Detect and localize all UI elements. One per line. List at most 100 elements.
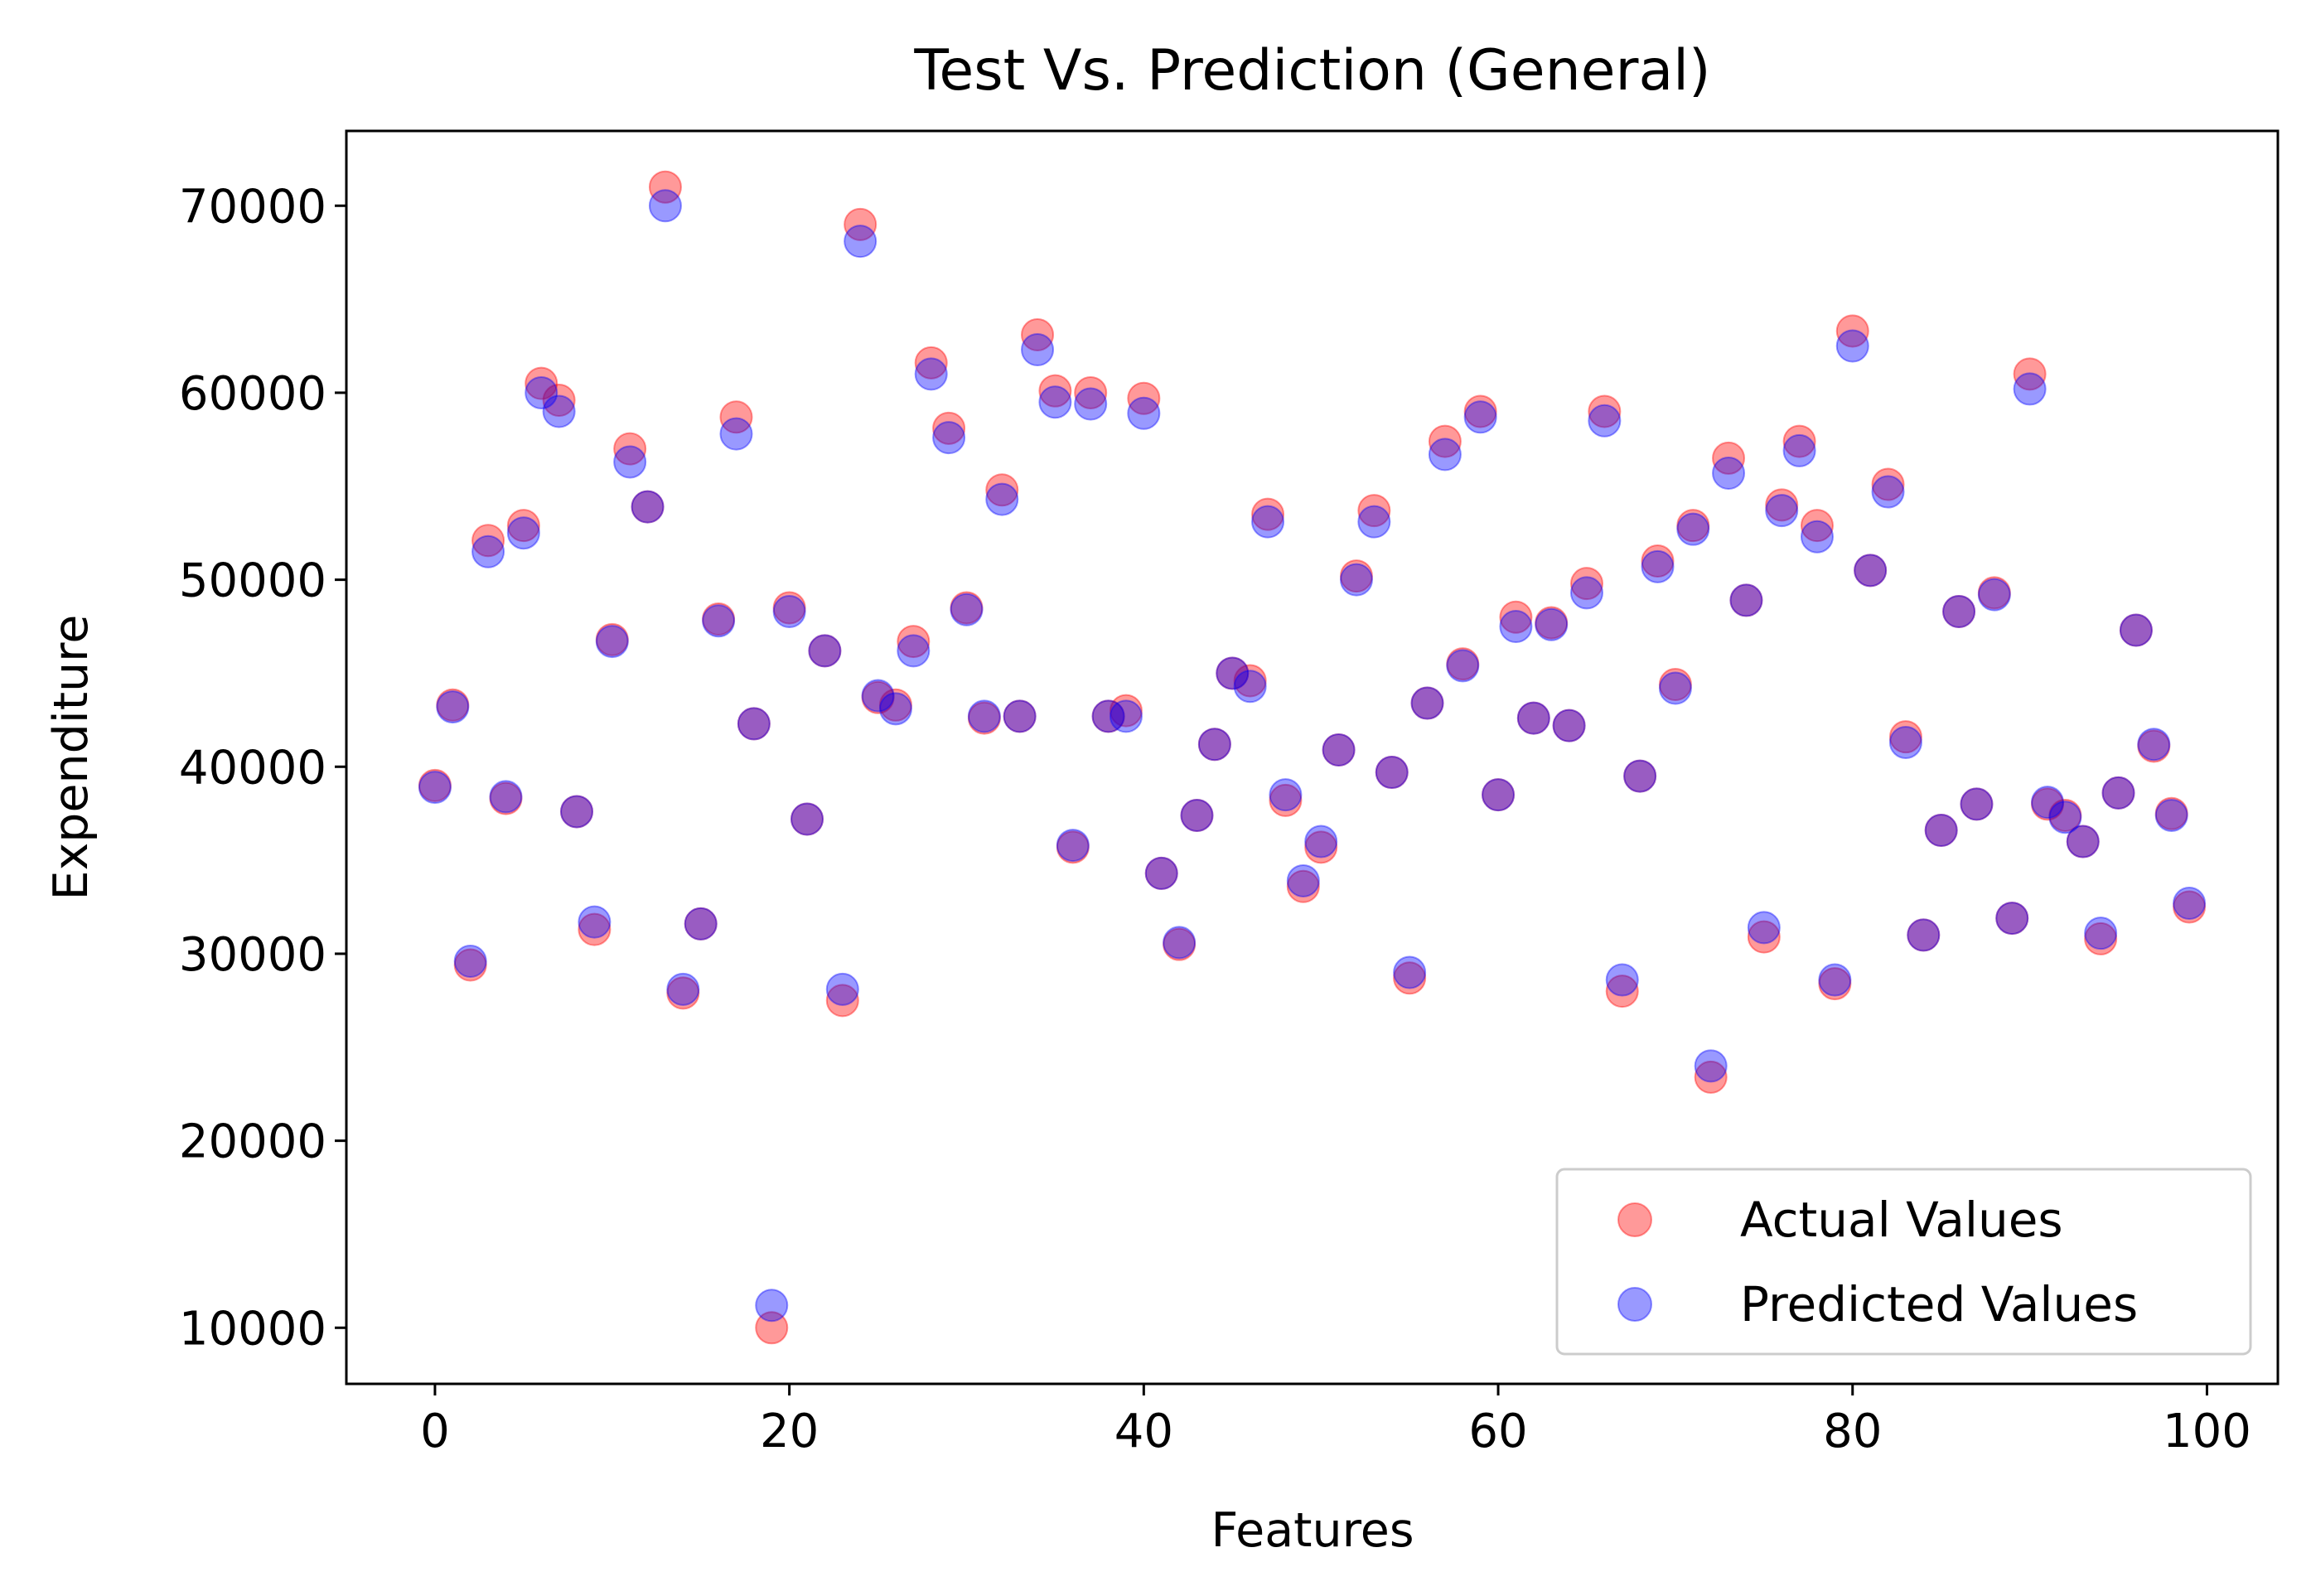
x-axis-label: Features [1211, 1503, 1414, 1558]
predicted-point [2173, 887, 2207, 921]
actual-point [755, 1311, 789, 1345]
actual-point [1163, 927, 1197, 961]
actual-point [2101, 776, 2135, 810]
actual-point [1888, 720, 1922, 754]
actual-point [1233, 664, 1267, 698]
actual-point [613, 432, 647, 466]
actual-point [506, 509, 540, 543]
actual-point [1109, 694, 1143, 728]
x-axis-ticks: 0 20 40 60 80 100 [420, 1384, 2251, 1458]
predicted-point [1163, 926, 1197, 960]
actual-point [453, 948, 487, 982]
actual-point [2154, 796, 2188, 830]
chart-title: Test Vs. Prediction (General) [913, 38, 1710, 104]
actual-point [1569, 567, 1603, 601]
actual-point [772, 591, 806, 625]
actual-point [436, 688, 470, 722]
actual-point [1907, 918, 1941, 952]
predicted-point [418, 771, 452, 805]
y-tick-label: 70000 [179, 180, 326, 234]
predicted-point [1322, 733, 1356, 767]
actual-point [1339, 559, 1373, 593]
predicted-point [1641, 549, 1675, 583]
actual-point [1782, 424, 1816, 458]
predicted-point [719, 417, 753, 451]
predicted-point [1074, 387, 1108, 421]
actual-point [1623, 759, 1657, 793]
predicted-point [1109, 699, 1143, 733]
actual-point [471, 524, 505, 558]
predicted-point [985, 482, 1019, 516]
predicted-point [1269, 778, 1303, 812]
actual-point [2173, 890, 2207, 924]
predicted-point [790, 802, 824, 836]
actual-point [631, 490, 665, 524]
predicted-point [1091, 699, 1125, 733]
predicted-point [1038, 385, 1072, 419]
predicted-point [1180, 798, 1214, 832]
predicted-point [1623, 759, 1657, 793]
actual-point [1712, 441, 1746, 475]
predicted-point [1375, 756, 1409, 790]
actual-point [1197, 728, 1231, 762]
actual-point [1056, 830, 1090, 864]
predicted-point [1393, 955, 1427, 989]
predicted-point [1800, 520, 1834, 554]
actual-point [878, 688, 912, 722]
predicted-point [1907, 918, 1941, 952]
actual-point [1446, 647, 1480, 681]
actual-point [1835, 314, 1869, 348]
actual-point [985, 473, 1019, 507]
predicted-point [666, 972, 700, 1006]
predicted-point [489, 780, 523, 814]
x-tick-label: 100 [2163, 1405, 2251, 1458]
actual-point [1286, 869, 1320, 903]
predicted-point [914, 357, 948, 391]
actual-point [719, 400, 753, 434]
actual-point [844, 207, 878, 241]
predicted-point [1569, 576, 1603, 610]
predicted-point [2048, 800, 2082, 834]
actual-point [1463, 394, 1497, 428]
predicted-point [1428, 438, 1462, 472]
predicted-point [1339, 563, 1373, 597]
actual-point [1588, 394, 1622, 428]
legend-label-predicted: Predicted Values [1740, 1276, 2138, 1332]
plot-frame [345, 129, 2280, 1386]
predicted-point [1888, 725, 1922, 759]
predicted-point [1127, 396, 1161, 430]
predicted-point [1605, 963, 1639, 997]
x-tick-label: 60 [1468, 1405, 1527, 1458]
predicted-point [1003, 699, 1037, 733]
actual-point [2137, 729, 2171, 763]
actual-point [1818, 967, 1852, 1001]
actual-point [525, 366, 558, 400]
predicted-point [2030, 786, 2064, 820]
predicted-point [1818, 963, 1852, 997]
actual-point [1942, 594, 1976, 628]
predicted-point [1286, 863, 1320, 897]
y-tick-label: 60000 [179, 367, 326, 421]
data-points [418, 170, 2207, 1345]
actual-point [737, 707, 771, 741]
actual-point [897, 625, 931, 659]
x-tick-label: 80 [1823, 1405, 1882, 1458]
y-axis-label: Expenditure [44, 615, 99, 901]
predicted-point [950, 592, 984, 626]
actual-point [1322, 733, 1356, 767]
actual-point [1127, 381, 1161, 415]
actual-point [2084, 921, 2118, 955]
y-tick-label: 20000 [179, 1115, 326, 1169]
actual-point [1304, 830, 1338, 864]
predicted-point [560, 795, 594, 829]
predicted-point [1924, 814, 1958, 848]
predicted-point [1835, 329, 1869, 363]
predicted-point [1516, 701, 1550, 735]
actual-point [1729, 583, 1763, 617]
actual-point [1747, 920, 1781, 954]
actual-point [2048, 798, 2082, 832]
predicted-point [1410, 686, 1444, 720]
predicted-point [1942, 594, 1976, 628]
predicted-point [1658, 671, 1692, 705]
predicted-point [2137, 728, 2171, 762]
